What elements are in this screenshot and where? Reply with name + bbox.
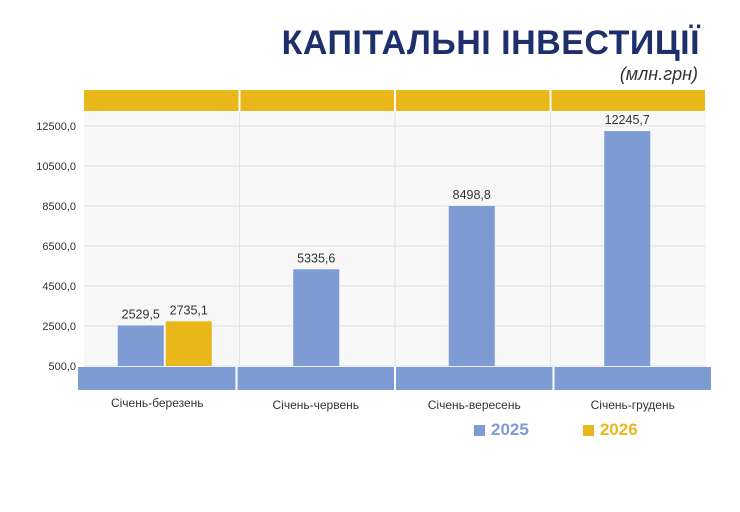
top-band-segment [396,90,550,111]
bar-2025 [293,269,340,366]
bar-2025 [117,325,164,366]
legend-item-2026: 2026 [582,420,638,440]
unit-label: (млн.грн) [619,64,698,84]
data-label: 5335,6 [297,251,335,265]
data-label: 8498,8 [453,188,491,202]
legend-label-2025: 2025 [491,420,529,439]
y-tick-label: 12500,0 [36,121,76,133]
top-band-segment [240,90,394,111]
legend-swatch-2025 [474,424,485,436]
data-label: 2735,1 [170,303,208,317]
legend-label-2026: 2026 [599,420,638,439]
top-band-segment [84,90,239,111]
legend: 2025 2026 [474,420,684,440]
bottom-band-segment [78,367,236,390]
x-tick-label: Січень-червень [272,398,359,412]
bar-2025 [448,206,495,366]
legend-swatch-2026 [582,424,594,436]
y-tick-label: 10500,0 [36,161,76,173]
bottom-band-segment [554,367,711,390]
x-tick-label: Січень-грудень [591,398,675,412]
y-tick-label: 6500,0 [42,241,76,253]
bar-2025 [604,131,651,366]
y-tick-label: 8500,0 [42,201,76,213]
y-tick-label: 2500,0 [42,321,76,333]
bar-2026 [165,321,212,366]
bottom-band-segment [396,367,553,390]
top-band-segment [551,90,705,111]
x-tick-label: Січень-вересень [428,398,521,412]
data-label: 2529,5 [122,307,160,321]
chart-title: КАПІТАЛЬНІ ІНВЕСТИЦІЇ [281,24,700,62]
bottom-band-segment [237,367,394,390]
y-tick-label: 4500,0 [42,281,76,293]
y-tick-label: 500,0 [48,361,76,373]
x-tick-label: Січень-березень [111,396,204,410]
legend-item-2025: 2025 [474,420,529,440]
data-label: 12245,7 [605,113,650,127]
